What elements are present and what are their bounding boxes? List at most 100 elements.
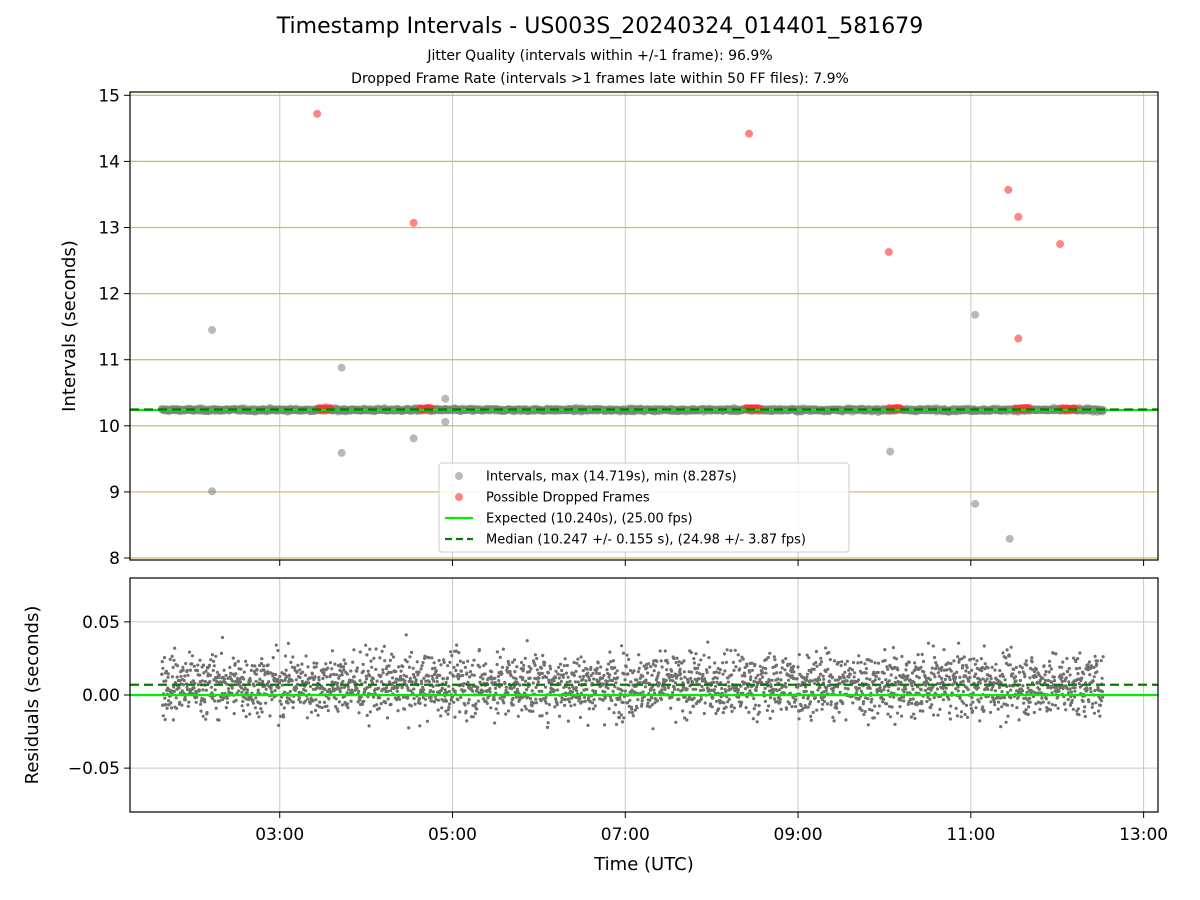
residual-point: [461, 673, 465, 678]
residual-point: [796, 682, 800, 687]
residual-point: [887, 685, 891, 689]
residual-point: [504, 712, 508, 716]
residual-point: [783, 668, 787, 672]
interval-point: [1005, 534, 1014, 543]
residual-point: [473, 711, 477, 716]
residual-point: [557, 676, 561, 680]
residual-point: [442, 660, 446, 665]
residual-point: [908, 697, 913, 702]
residual-point: [556, 672, 560, 676]
residual-point: [199, 699, 203, 703]
residual-point: [177, 686, 181, 690]
residual-point: [518, 683, 522, 687]
residual-point: [407, 726, 411, 730]
residual-point: [932, 672, 936, 676]
residual-point: [687, 670, 691, 674]
y-tick-label: 10: [98, 417, 120, 437]
residual-point: [965, 665, 969, 670]
residual-point: [234, 698, 238, 703]
residual-point: [1099, 659, 1103, 663]
residual-point: [236, 659, 240, 663]
residual-point: [744, 706, 748, 710]
residual-point: [1038, 707, 1042, 711]
residual-point: [340, 673, 344, 677]
residual-point: [446, 708, 450, 712]
residual-point: [935, 664, 939, 668]
residual-point: [466, 680, 470, 684]
residual-point: [204, 717, 208, 721]
residual-point: [519, 660, 524, 665]
residual-point: [194, 689, 198, 693]
residual-point: [532, 701, 536, 705]
residual-point: [726, 680, 730, 684]
residual-point: [332, 672, 336, 677]
residual-point: [470, 663, 474, 667]
residual-point: [858, 706, 862, 710]
residual-point: [287, 673, 291, 678]
residual-point: [640, 699, 644, 703]
residual-point: [848, 666, 852, 670]
residual-point: [926, 641, 931, 645]
residual-point: [579, 655, 583, 659]
residual-reference-lines: [130, 683, 1158, 697]
interval-point: [337, 363, 346, 372]
residual-point: [608, 650, 612, 654]
residual-point: [724, 690, 728, 694]
residual-point: [213, 699, 217, 703]
residual-point: [326, 709, 330, 713]
residual-point: [761, 675, 765, 679]
residual-point: [562, 664, 566, 668]
residual-point: [768, 696, 773, 700]
residual-point: [1030, 656, 1034, 660]
residual-point: [509, 674, 513, 678]
residual-point: [186, 688, 190, 692]
residual-point: [172, 658, 176, 662]
residual-point: [752, 679, 756, 684]
residual-point: [827, 679, 832, 683]
residual-point: [463, 703, 467, 707]
residual-point: [806, 705, 810, 709]
residual-point: [779, 678, 783, 682]
residual-point: [511, 676, 516, 680]
residual-point: [793, 704, 798, 709]
residual-point: [691, 704, 696, 709]
residual-point: [291, 706, 295, 710]
residual-point: [597, 679, 601, 683]
residual-point: [945, 668, 949, 672]
residual-point: [468, 675, 472, 679]
residual-point: [967, 679, 971, 683]
residual-point: [628, 698, 632, 703]
residual-point: [981, 677, 985, 681]
residual-point: [588, 678, 592, 682]
residual-point: [773, 697, 777, 701]
residual-point: [915, 703, 919, 707]
residual-point: [896, 668, 900, 672]
residual-point: [435, 680, 439, 684]
residual-point: [815, 664, 819, 668]
residual-point: [190, 654, 194, 658]
residual-point: [330, 667, 334, 671]
residual-point: [202, 697, 206, 702]
residual-point: [603, 690, 607, 694]
residual-point: [483, 672, 487, 676]
residual-point: [270, 690, 274, 694]
residual-point: [912, 712, 916, 716]
residual-point: [1037, 673, 1041, 677]
residual-point: [893, 722, 897, 727]
residual-point: [419, 679, 423, 683]
residual-point: [606, 686, 610, 690]
residual-point: [224, 706, 228, 710]
residual-point: [181, 665, 185, 669]
residual-point: [1056, 706, 1060, 710]
residual-point: [164, 703, 168, 707]
residual-point: [961, 679, 965, 684]
residual-point: [613, 685, 617, 689]
residual-point: [321, 676, 325, 681]
residual-point: [291, 655, 295, 659]
residual-point: [336, 709, 340, 713]
residual-point: [614, 722, 619, 727]
residual-point: [1027, 705, 1031, 709]
residual-point: [501, 647, 505, 651]
residual-point: [440, 686, 444, 690]
residual-point: [1073, 689, 1077, 693]
